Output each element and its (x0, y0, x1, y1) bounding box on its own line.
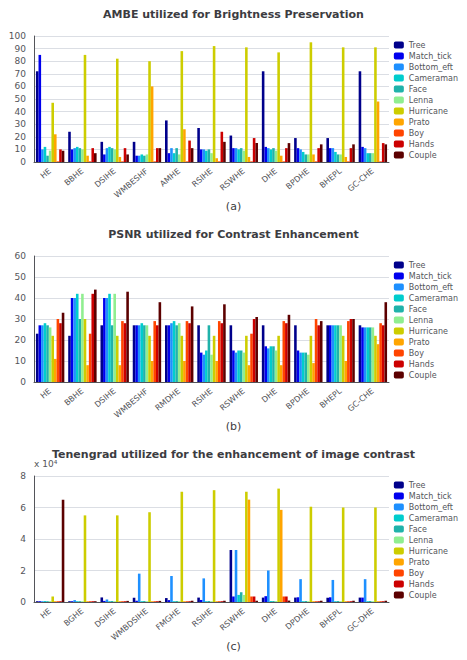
svg-text:Hands: Hands (409, 140, 434, 149)
svg-text:RSWHE: RSWHE (218, 387, 246, 413)
svg-text:40: 40 (15, 107, 27, 117)
svg-text:(b): (b) (226, 420, 242, 433)
svg-text:40: 40 (15, 293, 27, 303)
svg-text:RSIHE: RSIHE (190, 387, 214, 409)
svg-text:Cameraman: Cameraman (409, 294, 458, 303)
svg-text:(c): (c) (226, 640, 241, 653)
svg-text:Match_tick: Match_tick (409, 492, 452, 501)
svg-text:Prato: Prato (409, 118, 430, 127)
svg-text:Lenna: Lenna (409, 96, 433, 105)
svg-text:GC-CHE: GC-CHE (346, 167, 376, 194)
svg-text:30: 30 (15, 314, 27, 324)
svg-text:AMBE utilized for Brightness P: AMBE utilized for Brightness Preservatio… (103, 8, 364, 21)
svg-text:10: 10 (15, 356, 27, 366)
svg-text:WMBESHF: WMBESHF (113, 166, 151, 200)
svg-text:20: 20 (15, 335, 27, 345)
svg-text:Cameraman: Cameraman (409, 74, 458, 83)
svg-text:50: 50 (15, 272, 27, 282)
svg-text:Tree: Tree (408, 261, 426, 270)
svg-text:DPDHE: DPDHE (284, 607, 311, 632)
svg-text:AMHE: AMHE (158, 167, 182, 189)
svg-text:Couple: Couple (409, 371, 437, 380)
svg-text:Prato: Prato (409, 338, 430, 347)
svg-text:4: 4 (20, 534, 26, 544)
svg-text:Couple: Couple (409, 151, 437, 160)
svg-text:Hurricane: Hurricane (409, 107, 448, 116)
svg-text:RSWHE: RSWHE (218, 607, 246, 633)
svg-text:Face: Face (409, 85, 427, 94)
svg-text:RMDHE: RMDHE (154, 387, 183, 413)
svg-text:RSIHE: RSIHE (190, 607, 214, 629)
svg-text:Hands: Hands (409, 580, 434, 589)
svg-text:0: 0 (20, 377, 26, 387)
svg-text:Couple: Couple (409, 591, 437, 600)
svg-text:DSIHE: DSIHE (93, 387, 118, 410)
svg-text:60: 60 (15, 251, 27, 261)
svg-text:Cameraman: Cameraman (409, 514, 458, 523)
svg-text:Boy: Boy (409, 129, 424, 138)
svg-text:Bottom_eft: Bottom_eft (409, 503, 453, 512)
svg-text:Lenna: Lenna (409, 316, 433, 325)
svg-text:BHEPL: BHEPL (318, 166, 344, 190)
svg-text:0: 0 (20, 597, 26, 607)
svg-text:BPDHE: BPDHE (284, 167, 311, 192)
svg-text:DHE: DHE (260, 607, 279, 625)
svg-text:Tenengrad utilized for the enh: Tenengrad utilized for the enhancement o… (52, 448, 415, 461)
svg-text:DHE: DHE (260, 387, 279, 405)
svg-text:GC-DHE: GC-DHE (346, 607, 376, 634)
svg-text:DSIHE: DSIHE (93, 167, 118, 190)
svg-text:Tree: Tree (408, 481, 426, 490)
svg-text:DHE: DHE (260, 167, 279, 185)
svg-text:(a): (a) (226, 200, 241, 213)
svg-text:Bottom_eft: Bottom_eft (409, 63, 453, 72)
svg-text:PSNR utilized for Contrast Enh: PSNR utilized for Contrast Enhancement (108, 228, 359, 241)
svg-text:6: 6 (20, 503, 26, 513)
svg-text:60: 60 (15, 81, 27, 91)
svg-text:HE: HE (39, 167, 53, 181)
svg-text:BHEPL: BHEPL (318, 386, 344, 410)
svg-text:10: 10 (15, 144, 27, 154)
svg-text:BBHE: BBHE (63, 167, 86, 188)
svg-text:Hurricane: Hurricane (409, 547, 448, 556)
svg-text:Match_tick: Match_tick (409, 272, 452, 281)
svg-text:FMGHE: FMGHE (154, 607, 182, 632)
svg-text:50: 50 (15, 94, 27, 104)
svg-text:BGHE: BGHE (62, 607, 85, 628)
svg-text:90: 90 (15, 44, 27, 54)
svg-text:Hands: Hands (409, 360, 434, 369)
svg-text:HE: HE (39, 387, 53, 401)
svg-text:30: 30 (15, 119, 27, 129)
svg-text:x 10⁴: x 10⁴ (34, 458, 58, 469)
svg-text:2: 2 (20, 566, 26, 576)
svg-text:Match_tick: Match_tick (409, 52, 452, 61)
svg-text:BHEPL: BHEPL (318, 606, 344, 630)
svg-text:DSIHE: DSIHE (93, 607, 118, 630)
svg-text:Face: Face (409, 305, 427, 314)
svg-text:Tree: Tree (408, 41, 426, 50)
svg-text:Hurricane: Hurricane (409, 327, 448, 336)
svg-text:Boy: Boy (409, 569, 424, 578)
svg-text:BPDHE: BPDHE (284, 387, 311, 412)
svg-text:Boy: Boy (409, 349, 424, 358)
svg-text:0: 0 (20, 157, 26, 167)
svg-text:WMBESHF: WMBESHF (113, 386, 151, 420)
svg-text:70: 70 (15, 69, 27, 79)
svg-text:Prato: Prato (409, 558, 430, 567)
svg-text:RSWHE: RSWHE (218, 167, 246, 193)
svg-text:8: 8 (20, 471, 26, 481)
svg-text:GC-CHE: GC-CHE (346, 387, 376, 414)
svg-text:Bottom_eft: Bottom_eft (409, 283, 453, 292)
svg-text:100: 100 (9, 31, 26, 41)
svg-text:Face: Face (409, 525, 427, 534)
svg-text:RSIHE: RSIHE (190, 167, 214, 189)
svg-text:Lenna: Lenna (409, 536, 433, 545)
svg-text:20: 20 (15, 132, 27, 142)
svg-text:HE: HE (39, 607, 53, 621)
svg-text:80: 80 (15, 56, 27, 66)
svg-text:WMBDSIHE: WMBDSIHE (110, 607, 150, 643)
svg-text:BBHE: BBHE (63, 387, 86, 408)
